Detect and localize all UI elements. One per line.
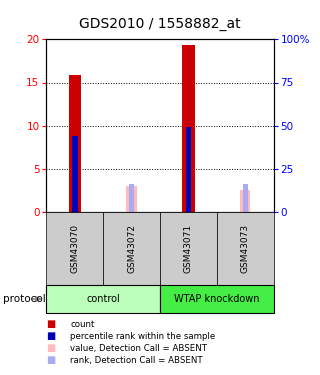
Text: protocol: protocol [3, 294, 46, 304]
Bar [72, 136, 78, 212]
Text: rank, Detection Call = ABSENT: rank, Detection Call = ABSENT [70, 356, 203, 365]
Bar [243, 184, 248, 212]
Bar [126, 186, 137, 212]
Text: percentile rank within the sample: percentile rank within the sample [70, 332, 216, 341]
Text: ■: ■ [46, 356, 56, 365]
Text: GSM43072: GSM43072 [127, 224, 136, 273]
Text: GSM43070: GSM43070 [70, 224, 79, 273]
Text: GSM43073: GSM43073 [241, 224, 250, 273]
Text: value, Detection Call = ABSENT: value, Detection Call = ABSENT [70, 344, 207, 353]
Text: GSM43071: GSM43071 [184, 224, 193, 273]
Text: ■: ■ [46, 320, 56, 329]
Text: ■: ■ [46, 332, 56, 341]
Text: GDS2010 / 1558882_at: GDS2010 / 1558882_at [79, 17, 241, 31]
Bar [240, 190, 250, 212]
Text: control: control [86, 294, 120, 304]
Bar [68, 75, 81, 212]
Text: ■: ■ [46, 344, 56, 353]
Text: count: count [70, 320, 95, 329]
Text: WTAP knockdown: WTAP knockdown [174, 294, 260, 304]
Bar [186, 128, 191, 212]
Bar [182, 45, 195, 212]
Bar [129, 184, 134, 212]
